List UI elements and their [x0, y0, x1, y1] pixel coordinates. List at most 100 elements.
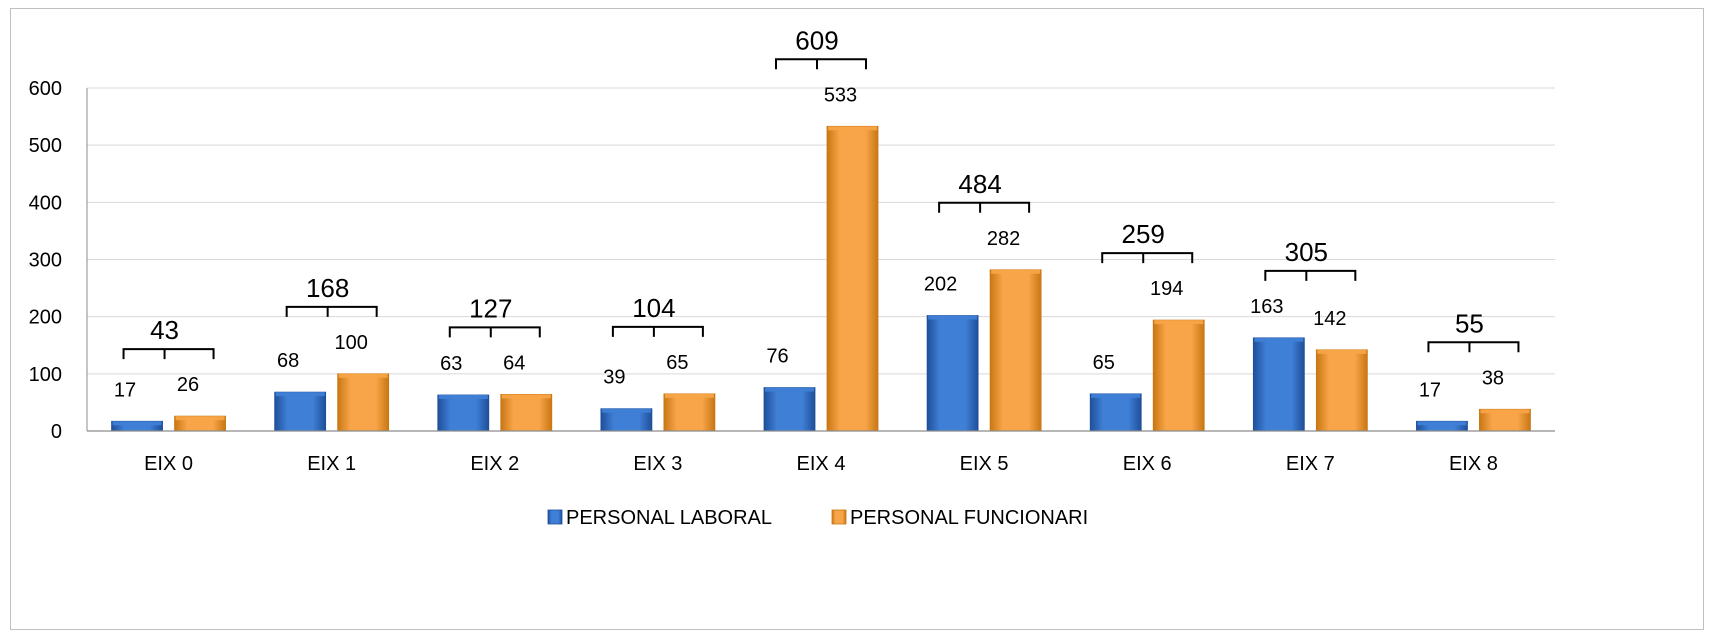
bar-cap-funcionari: [338, 373, 388, 378]
legend-label: PERSONAL FUNCIONARI: [850, 507, 1088, 529]
data-label-laboral: 68: [277, 350, 299, 372]
bracket-shape: [122, 348, 215, 360]
category-label: EIX 8: [1449, 453, 1498, 475]
bar-cap-funcionari: [175, 416, 225, 421]
grid-lines: [87, 87, 1555, 375]
bar-cap-laboral: [275, 392, 325, 397]
category-label: EIX 3: [633, 453, 682, 475]
data-label-laboral: 65: [1093, 352, 1115, 374]
data-label-funcionari: 194: [1150, 278, 1183, 300]
bar-laboral: [763, 387, 816, 432]
bar-funcionari: [500, 394, 553, 432]
legend-item-laboral: PERSONAL LABORAL: [547, 507, 772, 529]
legend-swatch: [547, 509, 563, 525]
total-bracket: 609: [775, 25, 867, 70]
category-label: EIX 0: [144, 453, 193, 475]
total-bracket: 305: [1264, 237, 1357, 281]
category-label: EIX 4: [797, 453, 846, 475]
bar-cap-funcionari: [1154, 320, 1204, 325]
bar-cap-funcionari: [664, 393, 714, 398]
bar-cap-funcionari: [991, 269, 1041, 274]
data-label-funcionari: 142: [1313, 308, 1346, 330]
bar-funcionari: [826, 125, 879, 432]
legend: PERSONAL LABORAL PERSONAL FUNCIONARI: [547, 507, 1088, 529]
bars: [111, 125, 1531, 432]
bar-laboral: [1252, 337, 1305, 432]
category-labels: EIX 0 EIX 1 EIX 2 EIX 3 EIX 4 EIX 5 EIX 6 EIX 7…: [144, 453, 1498, 475]
total-label: 168: [306, 273, 349, 303]
bracket-shape: [775, 58, 867, 70]
bar-cap-laboral: [601, 408, 651, 413]
legend-item-funcionari: PERSONAL FUNCIONARI: [831, 507, 1088, 529]
total-label: 43: [150, 315, 179, 345]
bracket-shape: [1427, 341, 1520, 353]
total-label: 127: [469, 293, 512, 323]
bar-cap-laboral: [112, 421, 162, 426]
bar-cap-laboral: [765, 387, 814, 392]
bar-funcionari: [1315, 349, 1368, 432]
y-tick-label: 600: [29, 78, 62, 100]
total-bracket: 484: [938, 169, 1031, 213]
total-bracket: 55: [1427, 308, 1520, 353]
total-label: 55: [1455, 308, 1484, 338]
bracket-shape: [1101, 252, 1194, 264]
bar-laboral: [1089, 393, 1142, 432]
bar-funcionari: [989, 269, 1042, 432]
data-label-laboral: 39: [603, 367, 625, 389]
data-labels: 17 26 68 100 63 64 39 65 76 533 202 282 65 194 163 142 1…: [114, 84, 1504, 401]
data-label-funcionari: 100: [334, 332, 367, 354]
legend-label: PERSONAL LABORAL: [566, 507, 772, 529]
category-label: EIX 6: [1123, 453, 1172, 475]
bracket-shape: [938, 201, 1031, 213]
data-label-funcionari: 282: [987, 228, 1020, 250]
bar-cap-funcionari: [828, 126, 877, 131]
data-label-funcionari: 64: [503, 352, 525, 374]
total-bracket: 168: [285, 273, 378, 317]
bracket-shape: [1264, 269, 1357, 281]
data-label-laboral: 163: [1250, 296, 1283, 318]
y-tick-label: 200: [29, 307, 62, 329]
bar-cap-funcionari: [1480, 409, 1530, 414]
bar-funcionari: [1152, 319, 1205, 432]
total-label: 305: [1285, 237, 1328, 267]
bar-laboral: [274, 391, 327, 432]
y-tick-label: 400: [29, 192, 62, 214]
total-bracket: 43: [122, 315, 215, 360]
legend-swatch: [831, 509, 847, 525]
data-label-laboral: 76: [766, 346, 788, 368]
data-label-laboral: 63: [440, 353, 462, 375]
total-label: 609: [795, 25, 838, 55]
category-label: EIX 2: [470, 453, 519, 475]
data-label-funcionari: 533: [824, 84, 857, 106]
bar-cap-laboral: [1091, 393, 1141, 398]
data-label-funcionari: 65: [666, 352, 688, 374]
category-label: EIX 5: [960, 453, 1009, 475]
bracket-shape: [611, 325, 704, 337]
bar-funcionari: [337, 373, 390, 432]
y-tick-label: 300: [29, 250, 62, 272]
bar-cap-laboral: [1254, 337, 1304, 342]
bracket-shape: [448, 326, 541, 338]
bar-cap-funcionari: [1317, 349, 1367, 354]
bar-cap-laboral: [928, 315, 978, 320]
data-label-laboral: 17: [1419, 379, 1441, 401]
bar-cap-funcionari: [501, 394, 551, 399]
total-label: 259: [1122, 219, 1165, 249]
bracket-shape: [285, 305, 378, 317]
bar-laboral: [926, 315, 979, 432]
y-tick-label: 0: [51, 421, 62, 443]
data-label-funcionari: 38: [1482, 367, 1504, 389]
bar-laboral: [437, 394, 490, 432]
total-label: 104: [632, 293, 675, 323]
y-tick-label: 100: [29, 364, 62, 386]
data-label-laboral: 202: [924, 274, 957, 296]
data-label-laboral: 17: [114, 379, 136, 401]
total-brackets: 43 168 127 104 609 484 259 305 55: [122, 25, 1520, 360]
total-bracket: 127: [448, 293, 541, 338]
y-axis-ticks: 0 100 200 300 400 500 600: [29, 78, 88, 443]
total-label: 484: [958, 169, 1001, 199]
bar-cap-laboral: [438, 394, 488, 399]
category-label: EIX 1: [307, 453, 356, 475]
y-tick-label: 500: [29, 135, 62, 157]
